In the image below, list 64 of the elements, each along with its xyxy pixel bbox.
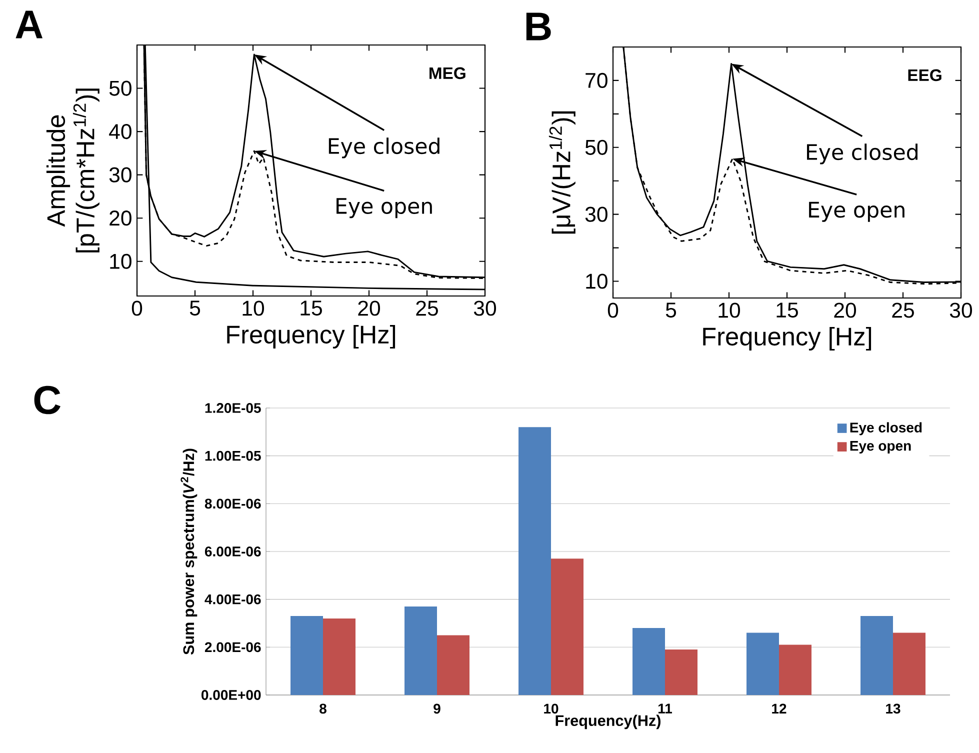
x-tick-label: 30	[474, 300, 496, 316]
x-tick-label: 11	[658, 704, 672, 714]
x-tick-label: 20	[834, 302, 856, 318]
legend-label: Eye closed	[850, 422, 922, 436]
x-tick-label: 5	[666, 302, 676, 318]
x-tick-label: 12	[772, 704, 786, 714]
y-tick-label: 0.00E+00	[202, 690, 261, 700]
chart-title: B	[526, 12, 551, 40]
bar	[892, 632, 926, 695]
y-tick-label: 1.00E-05	[205, 450, 261, 461]
x-tick-label: 15	[300, 300, 322, 316]
bar	[518, 427, 551, 695]
bar	[323, 618, 356, 695]
x-axis-title: Frequency(Hz)	[556, 714, 660, 730]
y-tick-label: 50	[585, 140, 608, 155]
y-tick-label: 10	[110, 254, 132, 269]
x-tick-label: 0	[132, 300, 142, 316]
x-tick-label: 20	[358, 300, 380, 316]
y-tick-label: 20	[110, 210, 132, 226]
y-tick-label: 40	[109, 124, 132, 140]
y-tick-label: 30	[109, 167, 132, 182]
x-tick-label: 0	[608, 302, 618, 318]
y-axis-title: Sum power spectrum(V$^{2}$/Hz)	[180, 448, 198, 655]
annotation: MEG	[430, 67, 466, 80]
annotation: Eye closed	[328, 138, 440, 158]
x-tick-label: 25	[892, 302, 914, 318]
x-tick-label: 15	[776, 302, 798, 318]
y-tick-label: 30	[585, 206, 608, 222]
x-axis-title: Frequency [Hz]	[703, 326, 872, 351]
annotation: Eye open	[336, 198, 432, 218]
y-tick-label: 4.00E-06	[204, 594, 261, 604]
y-tick-label: 8.00E-06	[204, 498, 261, 509]
x-tick-label: 30	[950, 302, 972, 318]
x-tick-label: 25	[416, 300, 438, 316]
y-tick-label: 50	[109, 80, 132, 96]
bar	[404, 606, 437, 695]
annotation: Eye closed	[807, 144, 918, 164]
y-axis-title: Amplitude [pT/(cm*Hz$^{1/2}$)]	[46, 88, 100, 252]
bar	[778, 644, 812, 695]
annotation: Eye open	[809, 202, 904, 222]
x-tick-label: 9	[434, 704, 440, 714]
x-tick-label: 10	[718, 302, 740, 318]
y-axis-title: [μV/(Hz$^{1/2}$)]	[548, 111, 576, 234]
legend-label: Eye open	[850, 441, 911, 454]
bar	[290, 616, 323, 695]
y-tick-label: 1.20E-05	[205, 403, 261, 413]
bar	[665, 650, 698, 695]
x-tick-label: 13	[886, 704, 900, 714]
x-tick-label: 8	[320, 704, 326, 714]
y-tick-label: 2.00E-06	[204, 642, 261, 652]
y-tick-label: 70	[586, 72, 608, 88]
y-tick-label: 6.00E-06	[204, 546, 261, 556]
bar	[437, 635, 470, 695]
x-tick-label: 10	[544, 704, 558, 714]
bar	[551, 558, 584, 695]
x-axis-title: Frequency [Hz]	[227, 324, 396, 349]
chart-title: A	[16, 10, 43, 38]
bar	[746, 632, 779, 695]
x-tick-label: 5	[190, 300, 200, 316]
annotation: EEG	[908, 69, 942, 82]
chart-title: C	[34, 386, 60, 414]
bar	[632, 628, 665, 695]
y-tick-label: 10	[586, 274, 608, 289]
bar	[860, 616, 893, 695]
